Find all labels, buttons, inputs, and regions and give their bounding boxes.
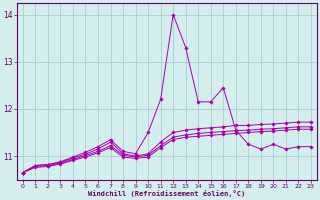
X-axis label: Windchill (Refroidissement éolien,°C): Windchill (Refroidissement éolien,°C) xyxy=(88,190,245,197)
